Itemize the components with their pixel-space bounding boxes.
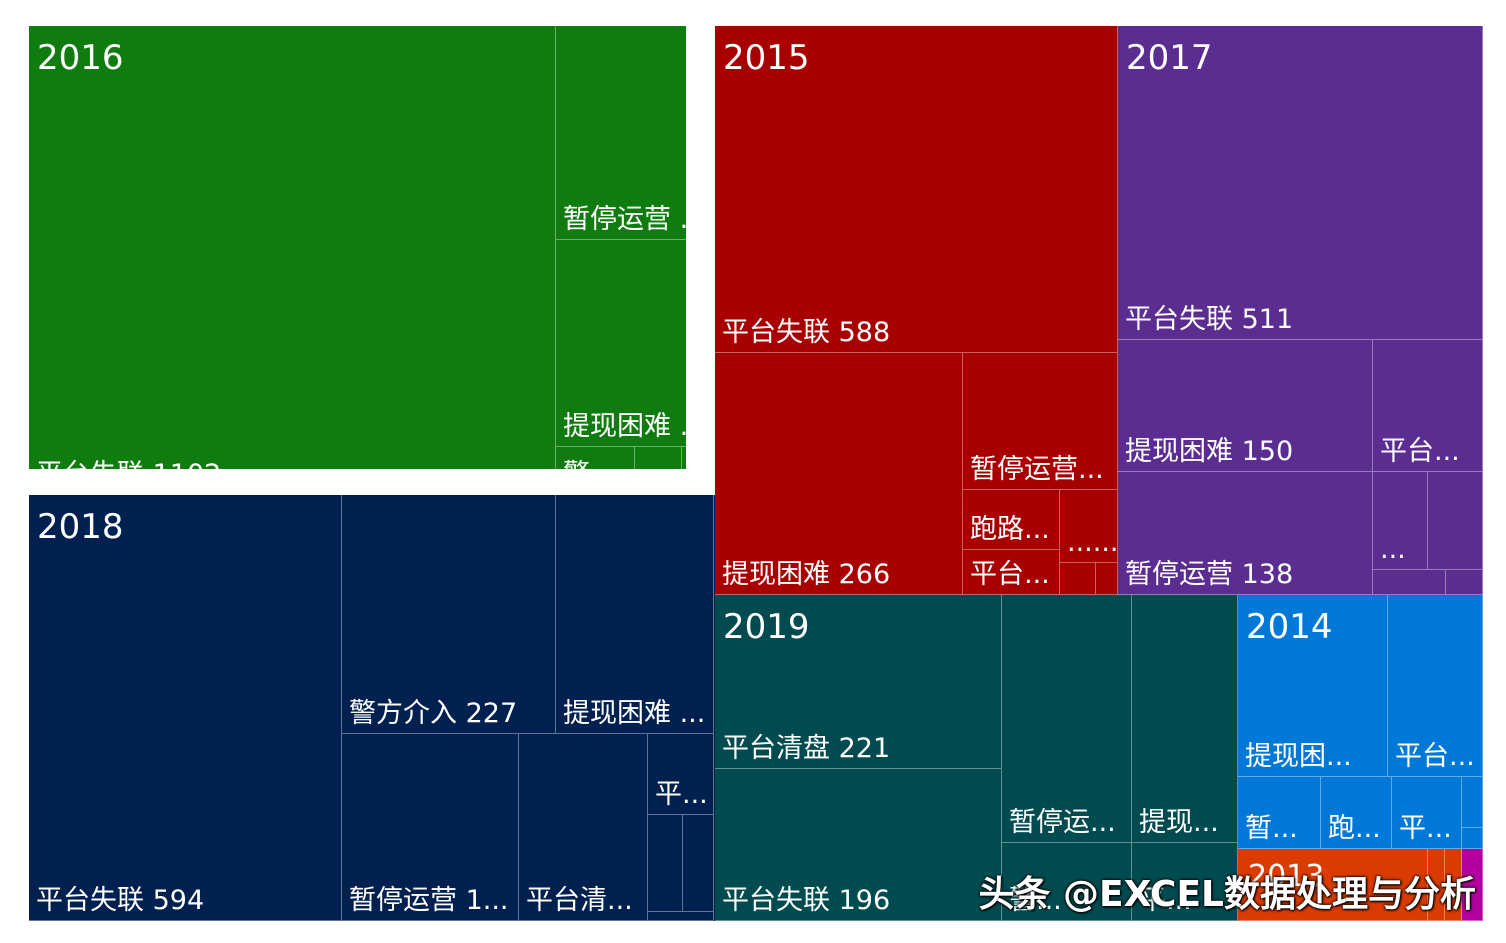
treemap-group-other[interactable] (1462, 849, 1483, 921)
tile-label: 警... (1009, 885, 1062, 916)
group-title: 2016 (37, 38, 124, 78)
treemap-tile[interactable]: 平台失联 511 (1118, 26, 1483, 340)
tile-label: 平... (655, 779, 708, 810)
tile-label: 提现... (1139, 807, 1219, 838)
tile-label: 警... (563, 458, 616, 469)
treemap-tile[interactable]: 平... (648, 734, 714, 815)
treemap-tile[interactable]: 平台... (1373, 340, 1483, 472)
treemap-tile[interactable]: ... (635, 447, 682, 469)
tile-label: 平... (1139, 885, 1192, 916)
treemap-tile[interactable]: 提现困... (1238, 595, 1388, 777)
treemap-tile[interactable]: 暂... (1238, 777, 1321, 849)
treemap-tile[interactable]: 平台... (1388, 595, 1483, 777)
tile-label: 暂停运营 ... (563, 204, 686, 235)
tile-label: 平台失联 196 (722, 885, 891, 916)
treemap-tile[interactable] (1462, 828, 1483, 849)
tile-label: 平台失联 1102 (36, 458, 221, 469)
treemap-tile[interactable]: 提现困难 ... (556, 240, 686, 447)
tile-label: 跑... (1328, 813, 1381, 844)
group-title: 2014 (1246, 607, 1333, 647)
treemap-group-2016[interactable]: 平台失联 1102 暂停运营 ... 提现困难 ... 警...... 2016 (29, 26, 686, 469)
treemap-tile[interactable]: 暂停运营 138 (1118, 472, 1373, 595)
treemap-tile[interactable] (648, 912, 714, 921)
treemap-tile[interactable] (1462, 849, 1483, 921)
tile-label: 平台... (970, 559, 1050, 590)
treemap-tile[interactable] (1428, 849, 1445, 921)
tile-label: ... (642, 458, 668, 469)
treemap-tile[interactable]: 平台... (963, 550, 1060, 595)
treemap-tile[interactable] (683, 815, 714, 912)
treemap-tile[interactable] (1446, 570, 1483, 595)
treemap-tile[interactable]: 提现困难 ... (556, 495, 714, 734)
treemap-tile[interactable]: 提现困难 266 (715, 353, 963, 595)
treemap-tile[interactable] (1060, 563, 1096, 595)
treemap-tile[interactable] (1238, 849, 1428, 921)
tile-label: 平台... (1395, 741, 1475, 772)
treemap-tile[interactable]: 平台失联 588 (715, 26, 1118, 353)
tile-label: 提现困难 266 (722, 559, 891, 590)
tile-label: 平... (1399, 813, 1452, 844)
treemap-tile[interactable] (648, 815, 683, 912)
tile-label: 平台失联 511 (1125, 304, 1294, 335)
treemap-tile[interactable] (1445, 849, 1462, 921)
tile-label: 暂停运营... (970, 454, 1104, 485)
tile-label: 提现困... (1245, 741, 1352, 772)
treemap-group-2014[interactable]: 提现困... 平台... 暂... 跑... 平... 2014 (1238, 595, 1483, 849)
treemap-tile[interactable]: 平台失联 1102 (29, 26, 556, 469)
group-title: 2013 (1248, 859, 1325, 894)
tile-label: 暂停运营 138 (1125, 559, 1294, 590)
tile-label: 提现困难 ... (563, 411, 686, 442)
treemap-tile[interactable] (682, 447, 686, 469)
treemap-group-2019[interactable]: 平台清盘 221 平台失联 196 暂停运... 提现... 警... 平... 2019 (715, 595, 1238, 921)
treemap-tile[interactable]: 暂停运营 1... (342, 734, 519, 921)
tile-label: 平台失联 588 (722, 317, 891, 348)
tile-label: 平台失联 594 (36, 885, 205, 916)
treemap-tile[interactable]: 提现... (1132, 595, 1238, 843)
treemap-tile[interactable] (1462, 777, 1483, 828)
treemap-tile[interactable]: 跑路... (963, 490, 1060, 550)
tile-label: 跑路... (970, 514, 1050, 545)
tile-label: ...... (1067, 527, 1118, 558)
treemap-group-2018[interactable]: 平台失联 594 警方介入 227 提现困难 ... 暂停运营 1... 平台清... 平… (29, 495, 715, 921)
tile-label: 平台... (1380, 436, 1460, 467)
treemap-tile[interactable]: 平... (1392, 777, 1462, 849)
group-title: 2015 (723, 38, 810, 78)
treemap-tile[interactable]: 平... (1132, 843, 1238, 921)
treemap-group-2013[interactable]: 2013 (1238, 849, 1462, 921)
tile-label: ... (1380, 534, 1406, 565)
treemap-group-2017[interactable]: 平台失联 511 提现困难 150 暂停运营 138 平台...... 2017 (1118, 26, 1483, 595)
treemap-tile[interactable]: 暂停运营 ... (556, 26, 686, 240)
treemap-tile[interactable]: ...... (1060, 490, 1118, 563)
treemap-tile[interactable]: 暂停运营... (963, 353, 1118, 490)
tile-label: 警方介入 227 (349, 698, 518, 729)
tile-label: 提现困难 ... (563, 698, 706, 729)
group-title: 2019 (723, 607, 810, 647)
watermark: 头条 @EXCEL数据处理与分析 (978, 874, 1476, 915)
tile-label: 暂停运... (1009, 807, 1116, 838)
treemap-group-2015[interactable]: 平台失联 588 提现困难 266 暂停运营... 跑路... 平台......... 2… (715, 26, 1118, 595)
treemap-tile[interactable]: 警方介入 227 (342, 495, 556, 734)
treemap-tile[interactable]: 平台清盘 221 (715, 595, 1002, 769)
treemap-tile[interactable]: 提现困难 150 (1118, 340, 1373, 472)
treemap-tile[interactable]: 平台清... (519, 734, 648, 921)
treemap-tile[interactable]: ... (1373, 472, 1428, 570)
tile-label: 提现困难 150 (1125, 436, 1294, 467)
tile-label: 暂... (1245, 813, 1298, 844)
treemap-tile[interactable]: 平台失联 196 (715, 769, 1002, 921)
tile-label: 平台清盘 221 (722, 733, 891, 764)
treemap-tile[interactable]: 平台失联 594 (29, 495, 342, 921)
treemap-tile[interactable] (1373, 570, 1446, 595)
treemap-tile[interactable]: 警... (1002, 843, 1132, 921)
tile-label: 暂停运营 1... (349, 885, 509, 916)
tile-label: 平台清... (526, 885, 633, 916)
treemap-tile[interactable] (1096, 563, 1118, 595)
group-title: 2017 (1126, 38, 1213, 78)
treemap-tile[interactable]: 暂停运... (1002, 595, 1132, 843)
treemap-tile[interactable] (1428, 472, 1483, 570)
treemap-tile[interactable]: 跑... (1321, 777, 1392, 849)
group-title: 2018 (37, 507, 124, 547)
treemap-tile[interactable]: 警... (556, 447, 635, 469)
